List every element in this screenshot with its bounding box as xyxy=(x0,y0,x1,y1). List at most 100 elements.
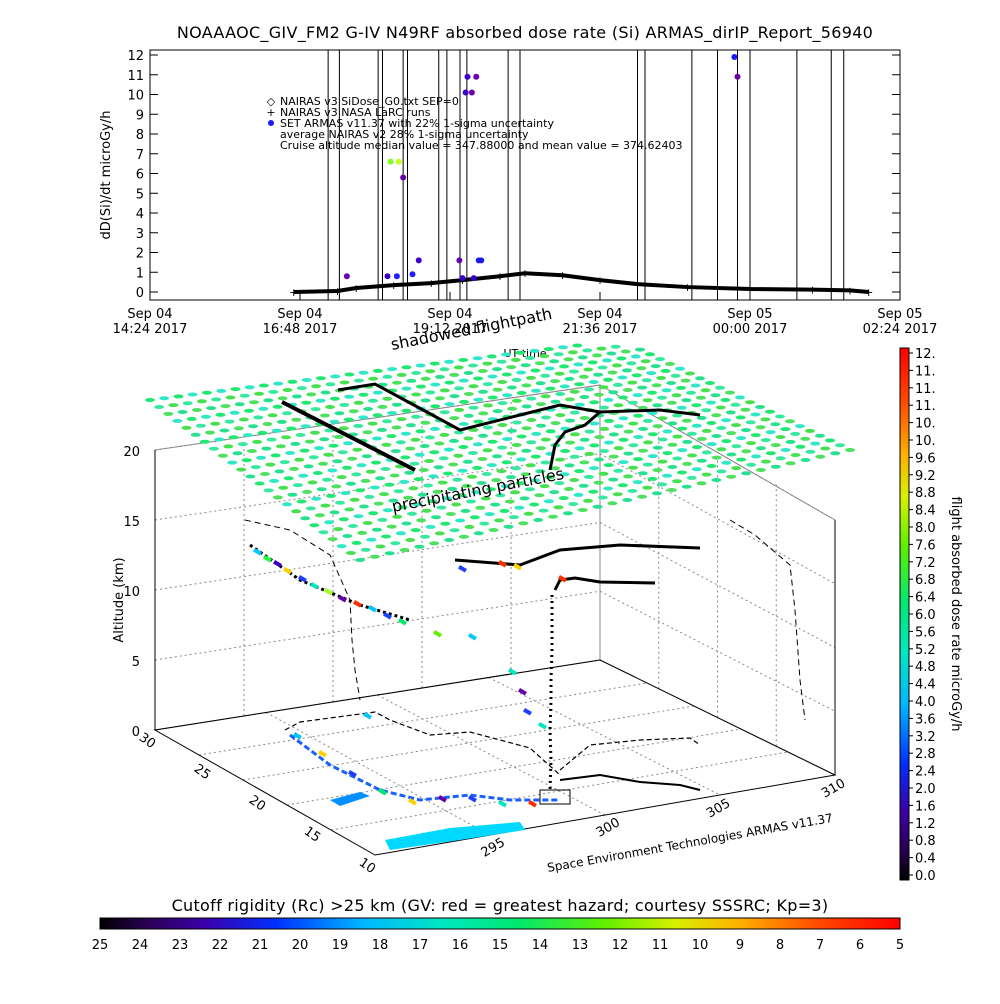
rigidity-tick-label: 21 xyxy=(252,938,269,953)
particle-marker xyxy=(382,508,393,513)
dose-tick-label: 10. xyxy=(915,434,936,449)
dose-tick-label: 11. xyxy=(915,364,936,379)
particle-marker xyxy=(539,354,550,359)
particle-marker xyxy=(333,527,344,532)
particle-marker xyxy=(502,393,513,398)
particle-marker xyxy=(594,435,605,440)
particle-marker xyxy=(612,363,622,368)
particle-marker xyxy=(735,415,746,420)
particle-marker xyxy=(652,468,663,473)
altitude-tick-label: 15 xyxy=(123,515,140,530)
particle-marker xyxy=(172,418,183,423)
particle-marker xyxy=(353,514,364,519)
dose-segment xyxy=(348,770,357,778)
particle-marker xyxy=(529,502,540,507)
particle-marker xyxy=(311,496,322,501)
particle-marker xyxy=(613,468,624,473)
dose-tick-label: 8.0 xyxy=(915,521,936,536)
particle-marker xyxy=(338,517,349,522)
particle-marker xyxy=(173,394,184,399)
particle-marker xyxy=(390,541,401,546)
particle-marker xyxy=(599,426,610,431)
particle-marker xyxy=(725,390,735,395)
particle-marker xyxy=(577,508,588,512)
particle-marker xyxy=(736,436,747,441)
particle-marker xyxy=(628,421,639,426)
particle-marker xyxy=(554,371,565,376)
dose-colorbar: 12. 11. 11. 11. 10. 10. 9.6 9.2 8.8 8.4 8.0 7.6 7.2 6… xyxy=(899,347,963,884)
particle-marker xyxy=(272,495,283,500)
legend-entry: NAIRAS v3 SiDose_G0.txt SEP=0 xyxy=(280,95,459,108)
particle-marker xyxy=(642,485,653,490)
particle-marker xyxy=(651,383,662,388)
particle-marker xyxy=(506,365,517,370)
particle-marker xyxy=(360,547,371,552)
particle-marker xyxy=(741,449,752,454)
particle-marker xyxy=(672,456,683,461)
particle-marker xyxy=(569,389,580,394)
y-tick-label: 0 xyxy=(136,286,144,301)
rigidity-tick-label: 25 xyxy=(92,938,109,953)
particle-marker xyxy=(379,492,390,497)
particle-marker xyxy=(282,502,292,507)
particle-marker xyxy=(577,355,588,360)
particle-marker xyxy=(617,483,628,488)
legend-entry: SET ARMAS v11.37 with 22% 1-sigma uncert… xyxy=(280,117,554,130)
particle-marker xyxy=(410,414,421,419)
particle-marker xyxy=(691,467,702,472)
particle-marker xyxy=(633,457,644,462)
particle-marker xyxy=(815,454,826,459)
dose-segment xyxy=(527,800,537,808)
flight-track-mid-c xyxy=(553,576,656,591)
particle-marker xyxy=(358,415,369,420)
particle-marker xyxy=(177,410,188,414)
nairas-point: + xyxy=(845,284,854,297)
particle-marker xyxy=(701,408,712,413)
particle-marker xyxy=(604,418,614,423)
particle-marker xyxy=(603,463,614,468)
particle-marker xyxy=(324,520,335,525)
credit-label: Space Environment Technologies ARMAS v11… xyxy=(546,811,834,875)
particle-marker xyxy=(369,485,380,490)
particle-marker xyxy=(163,411,174,416)
armas-point xyxy=(464,73,471,80)
particle-marker xyxy=(415,384,426,389)
particle-marker xyxy=(645,352,655,357)
particle-marker xyxy=(487,395,498,400)
particle-marker xyxy=(535,446,546,451)
particle-marker xyxy=(473,376,484,381)
particle-marker xyxy=(356,463,367,468)
particle-marker xyxy=(478,389,489,394)
particle-marker xyxy=(560,449,571,453)
nairas-point: + xyxy=(333,285,342,298)
particle-marker xyxy=(211,397,222,402)
particle-marker xyxy=(533,518,544,522)
particle-marker xyxy=(210,421,221,426)
particle-marker xyxy=(539,484,550,489)
particle-marker xyxy=(322,477,332,482)
dose-colorbar-ticks: 12. 11. 11. 11. 10. 10. 9.6 9.2 8.8 8.4 8.0 7.6 7.2 6… xyxy=(909,347,936,884)
floor-gridline xyxy=(488,677,721,796)
particle-marker xyxy=(429,361,440,366)
particle-marker xyxy=(612,492,623,497)
particle-marker xyxy=(592,504,603,509)
particle-marker xyxy=(745,400,755,405)
particle-marker xyxy=(677,470,687,475)
particle-marker xyxy=(681,418,692,423)
particle-marker xyxy=(657,482,668,487)
rigidity-tick-label: 23 xyxy=(172,938,189,953)
armas-point xyxy=(468,89,475,96)
particle-marker xyxy=(598,471,609,476)
dose-segment xyxy=(512,563,522,571)
particle-marker xyxy=(492,454,502,459)
dose-segment xyxy=(508,668,517,676)
particle-marker xyxy=(333,434,344,439)
particle-marker xyxy=(490,502,501,507)
legend-symbol: ◇ xyxy=(267,95,276,108)
particle-marker xyxy=(592,353,603,358)
dose-segment xyxy=(378,788,387,796)
flight-track-mid xyxy=(249,543,411,622)
particle-marker xyxy=(540,460,551,465)
particle-marker xyxy=(633,435,644,439)
particle-marker xyxy=(368,511,379,516)
